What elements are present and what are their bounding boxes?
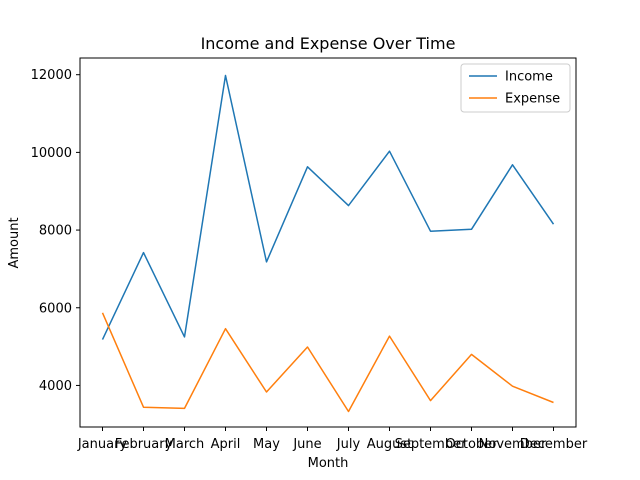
chart-title: Income and Expense Over Time: [201, 34, 456, 53]
y-tick-label: 10000: [31, 146, 72, 161]
x-axis-label: Month: [308, 456, 349, 471]
series-line-income: [101, 74, 555, 340]
x-tick-label: March: [165, 437, 205, 452]
x-tick-label: December: [520, 437, 588, 452]
legend: Income Expense: [460, 63, 571, 113]
y-tick-label: 12000: [31, 68, 72, 83]
x-tick-label: May: [253, 437, 280, 452]
x-tick-label: October: [445, 437, 498, 452]
x-tick-label: January: [77, 437, 128, 452]
legend-label: Income: [505, 70, 553, 85]
y-axis-label: Amount: [7, 217, 22, 268]
axes-frame: [79, 57, 577, 428]
x-tick-label: November: [479, 437, 547, 452]
legend-label: Expense: [505, 92, 560, 107]
x-tick-label: July: [336, 437, 361, 452]
x-tick-label: June: [292, 437, 321, 452]
y-tick-label: 8000: [39, 224, 72, 239]
y-tick-label: 4000: [39, 379, 72, 394]
y-tick-label: 6000: [39, 301, 72, 316]
series-line-expense: [101, 312, 554, 413]
x-tick-label: September: [395, 437, 468, 452]
x-tick-label: April: [211, 437, 241, 452]
x-tick-label: February: [115, 437, 173, 452]
x-tick-label: August: [367, 437, 413, 452]
